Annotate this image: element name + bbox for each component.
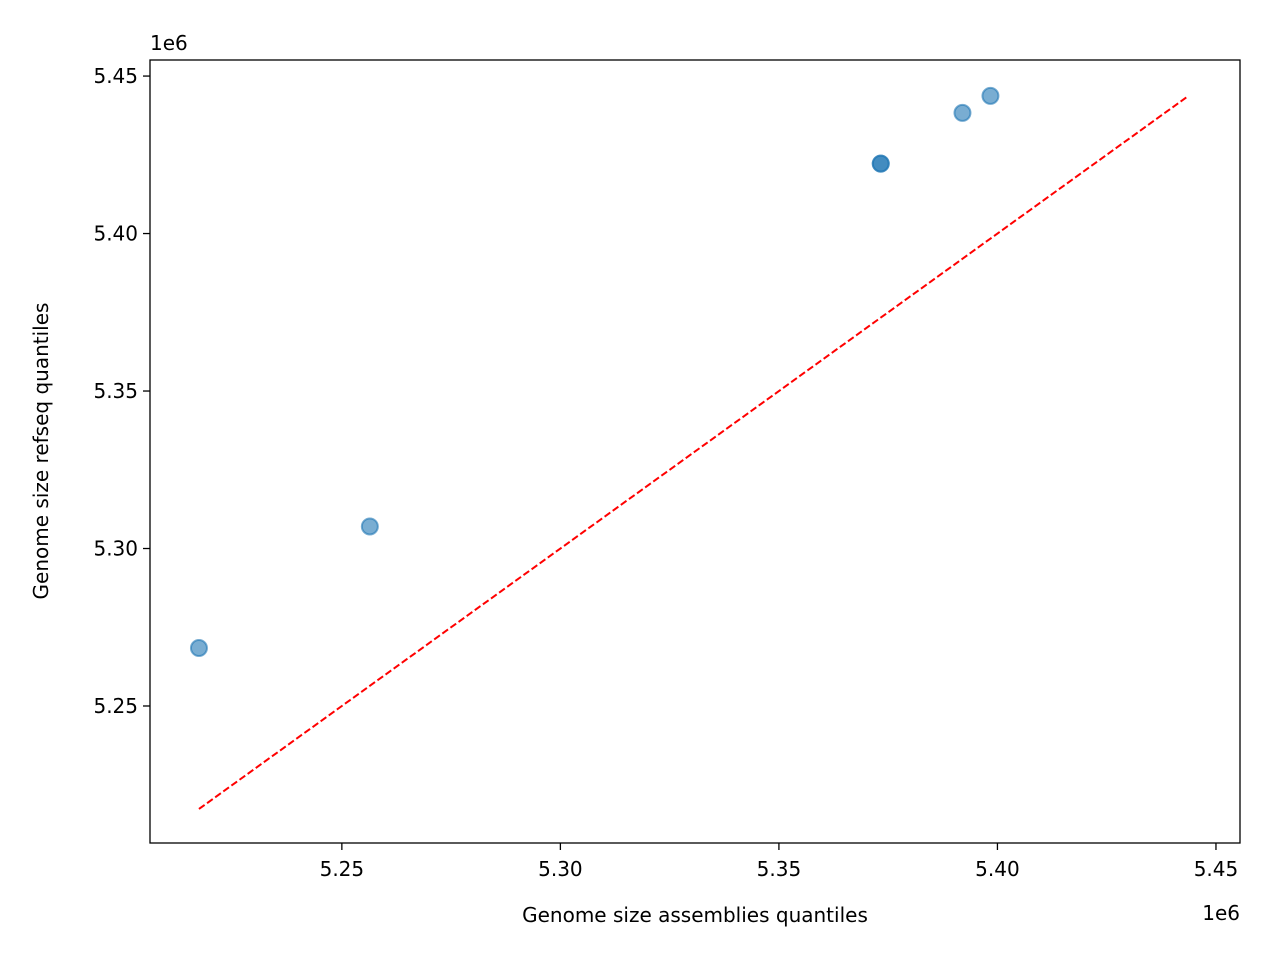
x-tick-label: 5.45 <box>1194 857 1239 881</box>
x-tick-label: 5.30 <box>538 857 583 881</box>
scatter-point <box>871 154 890 173</box>
y-tick-label: 5.25 <box>93 694 138 718</box>
reference-line <box>198 95 1190 810</box>
y-tick-label: 5.35 <box>93 379 138 403</box>
y-axis-label: Genome size refseq quantiles <box>29 303 53 600</box>
x-axis-label: Genome size assemblies quantiles <box>522 903 868 927</box>
scatter-point <box>953 103 972 122</box>
scatter-point <box>189 639 208 658</box>
scatter-point <box>360 517 379 536</box>
y-tick-label: 5.45 <box>93 64 138 88</box>
x-tick-label: 5.25 <box>320 857 365 881</box>
x-tick-label: 5.40 <box>975 857 1020 881</box>
x-offset-label: 1e6 <box>1202 901 1240 925</box>
scatter-point <box>981 86 1000 105</box>
y-tick-label: 5.40 <box>93 222 138 246</box>
x-tick-label: 5.35 <box>757 857 802 881</box>
y-tick-label: 5.30 <box>93 537 138 561</box>
y-offset-label: 1e6 <box>150 31 188 55</box>
